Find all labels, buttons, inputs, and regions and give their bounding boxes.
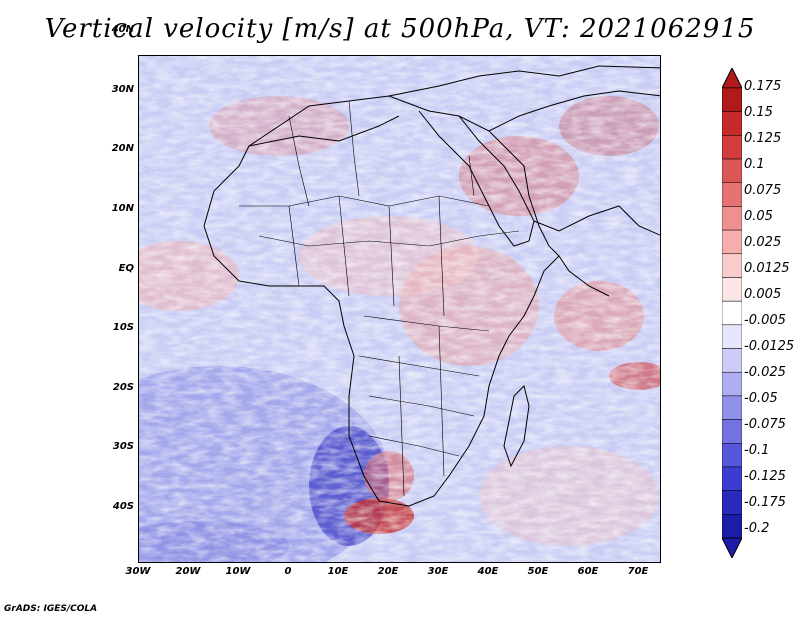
colorbar-tick-label: -0.075: [744, 417, 786, 432]
lon-tick-label: 20E: [377, 566, 399, 577]
map-title: Vertical velocity [m/s] at 500hPa, VT: 2…: [44, 14, 756, 44]
lon-tick-label: 40E: [477, 566, 499, 577]
colorbar-swatch: [722, 182, 742, 207]
colorbar-swatch: [722, 324, 742, 349]
colorbar: [722, 68, 742, 558]
colorbar-tick-label: -0.05: [744, 391, 778, 406]
colorbar-swatch: [722, 277, 742, 302]
grads-credit: GrADS: IGES/COLA: [4, 604, 98, 614]
colorbar-tick-label: 0.005: [744, 287, 782, 302]
vertical-velocity-field: [139, 56, 660, 562]
colorbar-tick-label: 0.0125: [744, 261, 790, 276]
colorbar-tick-label: 0.05: [744, 209, 773, 224]
lon-tick-label: 10E: [327, 566, 349, 577]
colorbar-swatch: [722, 443, 742, 468]
lon-tick-label: 20W: [175, 566, 201, 577]
lon-tick-label: 70E: [627, 566, 649, 577]
colorbar-tick-label: -0.2: [744, 521, 770, 536]
colorbar-tick-label: 0.125: [744, 131, 782, 146]
colorbar-swatch: [722, 229, 742, 255]
colorbar-max-arrow: [722, 68, 742, 89]
lat-tick-label: 40S: [112, 501, 134, 512]
colorbar-swatch: [722, 158, 742, 183]
lat-tick-label: 10N: [111, 203, 134, 214]
colorbar-swatch: [722, 87, 742, 112]
lon-tick-label: 30W: [125, 566, 151, 577]
colorbar-swatch: [722, 395, 742, 420]
colorbar-tick-label: 0.025: [744, 235, 782, 250]
colorbar-swatch: [722, 300, 742, 326]
lon-tick-label: 0: [284, 566, 292, 577]
colorbar-swatch: [722, 206, 742, 231]
country-borders: [239, 100, 520, 497]
colorbar-tick-label: 0.15: [744, 105, 773, 120]
colorbar-tick-label: -0.1: [744, 443, 770, 458]
colorbar-tick-label: 0.175: [744, 79, 782, 94]
coastline-outline: [203, 65, 660, 507]
colorbar-tick-label: -0.005: [744, 313, 786, 328]
map-plot-area[interactable]: [138, 55, 661, 563]
colorbar-tick-label: 0.075: [744, 183, 782, 198]
lat-tick-label: 30S: [112, 441, 134, 452]
colorbar-swatch: [722, 419, 742, 444]
colorbar-svg: [722, 68, 742, 558]
colorbar-swatch: [722, 466, 742, 491]
lon-tick-label: 50E: [527, 566, 549, 577]
lon-tick-label: 10W: [225, 566, 251, 577]
colorbar-swatch: [722, 371, 742, 397]
colorbar-swatch: [722, 253, 742, 278]
colorbar-tick-label: 0.1: [744, 157, 765, 172]
colorbar-swatch: [722, 348, 742, 373]
colorbar-swatch: [722, 514, 742, 539]
colorbar-swatch: [722, 135, 742, 160]
lon-tick-label: 60E: [577, 566, 599, 577]
lat-tick-label: 10S: [112, 322, 134, 333]
lat-tick-label: 30N: [111, 84, 134, 95]
lat-tick-label: 20N: [111, 143, 134, 154]
colorbar-tick-label: -0.025: [744, 365, 786, 380]
colorbar-min-arrow: [722, 537, 742, 558]
lat-tick-label: EQ: [118, 263, 134, 274]
colorbar-swatch: [722, 490, 742, 515]
lat-tick-label: 40N: [111, 24, 134, 35]
lat-tick-label: 20S: [112, 382, 134, 393]
colorbar-tick-label: -0.0125: [744, 339, 795, 354]
colorbar-tick-label: -0.175: [744, 495, 786, 510]
lon-tick-label: 30E: [427, 566, 449, 577]
colorbar-swatch: [722, 111, 742, 136]
colorbar-tick-label: -0.125: [744, 469, 786, 484]
